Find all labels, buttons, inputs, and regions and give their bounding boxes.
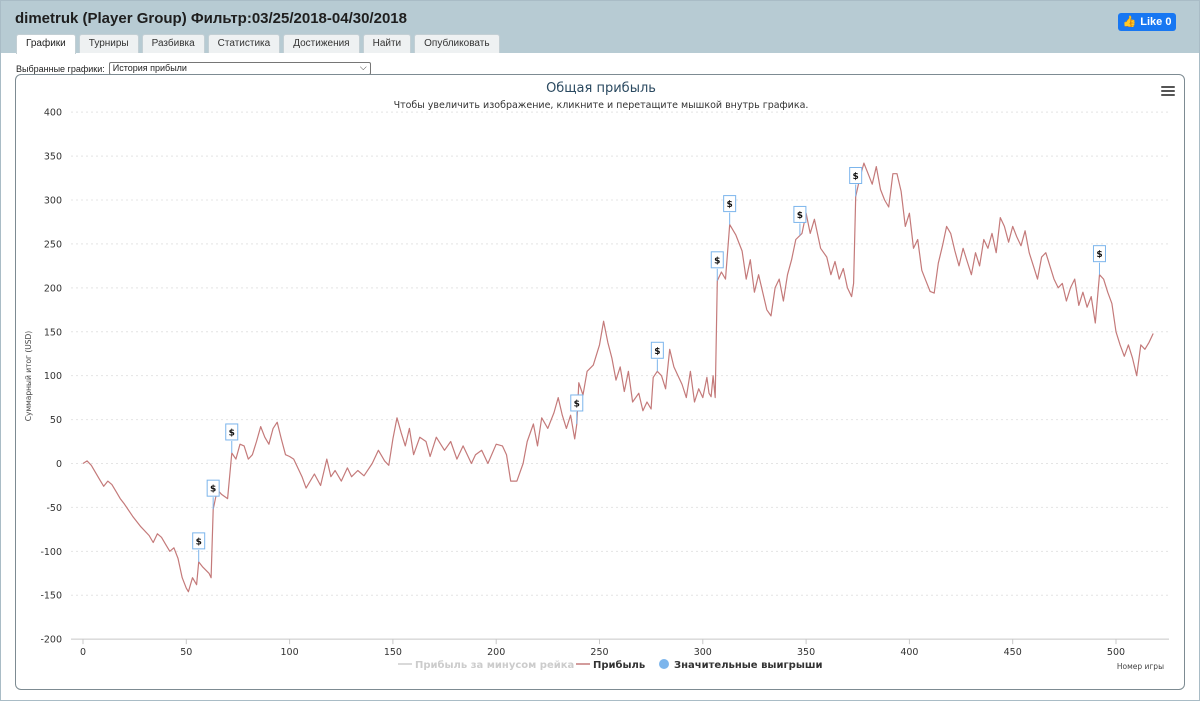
dollar-icon: $ bbox=[1096, 250, 1102, 260]
y-axis-label: Суммарный итог (USD) bbox=[24, 331, 33, 422]
x-tick-label: 50 bbox=[180, 647, 192, 658]
legend[interactable]: Прибыль за минусом рейка Прибыль Значитель… bbox=[398, 659, 823, 671]
legend-label: Прибыль за минусом рейка bbox=[415, 659, 574, 671]
tab-achievements[interactable]: Достижения bbox=[283, 34, 360, 53]
dollar-icon: $ bbox=[714, 256, 720, 266]
series-layer bbox=[82, 162, 1154, 593]
x-tick-label: 350 bbox=[797, 647, 815, 658]
facebook-like-button[interactable]: 👍 Like 0 bbox=[1118, 13, 1176, 31]
y-tick-label: -150 bbox=[40, 591, 62, 602]
tab-find[interactable]: Найти bbox=[362, 34, 412, 53]
dollar-icon: $ bbox=[229, 428, 235, 438]
significant-wins-flags[interactable]: $ $ $ $ $ $ $ $ $ $ bbox=[192, 166, 1106, 562]
tab-graphs[interactable]: Графики bbox=[16, 34, 76, 54]
legend-label: Прибыль bbox=[593, 659, 645, 671]
chart-select-value: История прибыли bbox=[112, 63, 187, 73]
big-win-flag[interactable]: $ bbox=[192, 532, 206, 562]
dollar-icon: $ bbox=[654, 347, 660, 357]
big-win-flag[interactable]: $ bbox=[570, 394, 584, 424]
legend-circle-icon bbox=[659, 659, 669, 669]
chart-select-label: Выбранные графики: bbox=[16, 63, 105, 74]
x-tick-label: 150 bbox=[384, 647, 402, 658]
legend-item[interactable]: Прибыль bbox=[576, 659, 645, 671]
x-tick-label: 200 bbox=[487, 647, 505, 658]
tab-bar: Графики Турниры Разбивка Статистика Дост… bbox=[16, 34, 500, 54]
y-tick-label: 0 bbox=[56, 459, 62, 470]
dollar-icon: $ bbox=[210, 485, 216, 495]
y-tick-label: 350 bbox=[44, 152, 62, 163]
page-title: dimetruk (Player Group) Фильтр:03/25/201… bbox=[15, 10, 407, 27]
tab-publish[interactable]: Опубликовать bbox=[414, 34, 500, 53]
thumbs-up-icon: 👍 bbox=[1122, 15, 1137, 28]
dollar-icon: $ bbox=[853, 172, 859, 182]
y-tick-label: 50 bbox=[50, 415, 62, 426]
x-axis-label: Номер игры bbox=[1117, 662, 1164, 671]
dollar-icon: $ bbox=[574, 399, 580, 409]
chart-subtitle: Чтобы увеличить изображение, кликните и … bbox=[394, 100, 809, 111]
legend-item[interactable]: Значительные выигрыши bbox=[659, 659, 823, 671]
x-tick-label: 250 bbox=[590, 647, 608, 658]
dollar-icon: $ bbox=[196, 537, 202, 547]
legend-item[interactable]: Прибыль за минусом рейка bbox=[398, 659, 574, 671]
y-tick-label: -200 bbox=[40, 635, 62, 646]
chart-container[interactable] bbox=[15, 74, 1185, 690]
x-tick-label: 300 bbox=[694, 647, 712, 658]
x-tick-label: 400 bbox=[900, 647, 918, 658]
big-win-flag[interactable]: $ bbox=[225, 423, 239, 453]
x-tick-label: 500 bbox=[1107, 647, 1125, 658]
big-win-flag[interactable]: $ bbox=[650, 341, 664, 372]
chart-title: Общая прибыль bbox=[546, 81, 656, 96]
grid-lines bbox=[71, 111, 1169, 640]
chart-menu-icon[interactable] bbox=[1161, 86, 1175, 98]
y-tick-label: 250 bbox=[44, 239, 62, 250]
y-tick-label: -50 bbox=[46, 503, 62, 514]
y-tick-label: 200 bbox=[44, 283, 62, 294]
big-win-flag[interactable]: $ bbox=[206, 479, 220, 510]
big-win-flag[interactable]: $ bbox=[710, 251, 724, 281]
big-win-flag[interactable]: $ bbox=[793, 205, 807, 236]
tab-statistics[interactable]: Статистика bbox=[207, 34, 281, 53]
y-tick-label: 400 bbox=[44, 108, 62, 119]
x-tick-label: 0 bbox=[80, 647, 86, 658]
header-bar: dimetruk (Player Group) Фильтр:03/25/201… bbox=[1, 1, 1199, 54]
y-tick-label: -100 bbox=[40, 547, 62, 558]
big-win-flag[interactable]: $ bbox=[849, 166, 863, 197]
x-axis-ticks: 0 50 100 150 200 250 300 350 400 450 500 bbox=[80, 639, 1125, 658]
dollar-icon: $ bbox=[797, 211, 803, 221]
dollar-icon: $ bbox=[727, 200, 733, 210]
x-tick-label: 450 bbox=[1004, 647, 1022, 658]
tab-breakdown[interactable]: Разбивка bbox=[141, 34, 205, 53]
legend-label: Значительные выигрыши bbox=[674, 660, 823, 671]
y-tick-label: 150 bbox=[44, 327, 62, 338]
facebook-like-label: Like 0 bbox=[1140, 16, 1172, 28]
y-tick-label: 300 bbox=[44, 196, 62, 207]
big-win-flag[interactable]: $ bbox=[723, 195, 737, 225]
chevron-down-icon: ⌵ bbox=[359, 62, 367, 72]
profit-series-line bbox=[82, 162, 1154, 593]
x-tick-label: 100 bbox=[281, 647, 299, 658]
y-tick-label: 100 bbox=[44, 371, 62, 382]
y-axis-ticks: -200 -150 -100 -50 0 50 100 150 200 250 300 350 400 bbox=[40, 108, 62, 646]
big-win-flag[interactable]: $ bbox=[1092, 245, 1106, 275]
tab-tournaments[interactable]: Турниры bbox=[78, 34, 139, 53]
